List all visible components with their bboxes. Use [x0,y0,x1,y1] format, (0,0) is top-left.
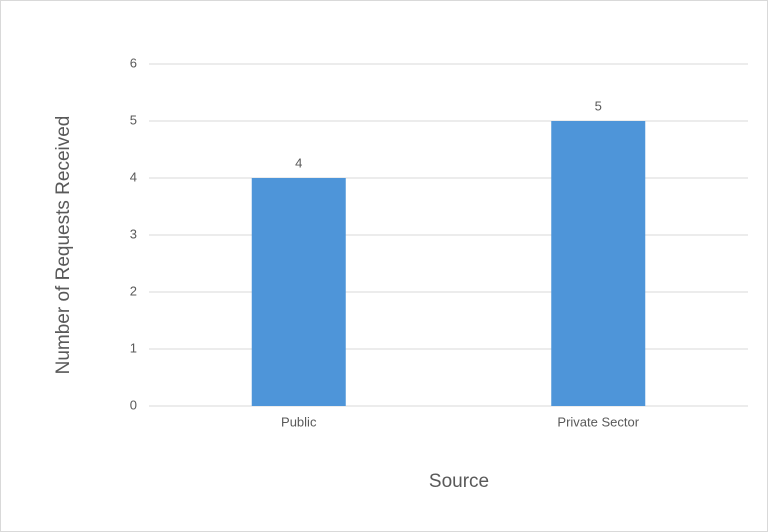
y-tick-label: 3 [130,226,137,241]
y-axis-title: Number of Requests Received [53,116,74,375]
bar [251,178,346,406]
x-axis-title: Source [429,471,489,492]
x-tick-label: Private Sector [557,414,639,429]
y-tick-label: 2 [130,283,137,298]
data-label: 4 [295,155,302,170]
x-tick-label: Public [281,414,317,429]
y-tick-label: 4 [130,169,137,184]
y-tick-label: 5 [130,112,137,127]
y-tick-label: 0 [130,397,137,412]
y-tick-label: 1 [130,340,137,355]
data-label: 5 [595,98,602,113]
bar [551,121,646,406]
y-tick-label: 6 [130,55,137,70]
